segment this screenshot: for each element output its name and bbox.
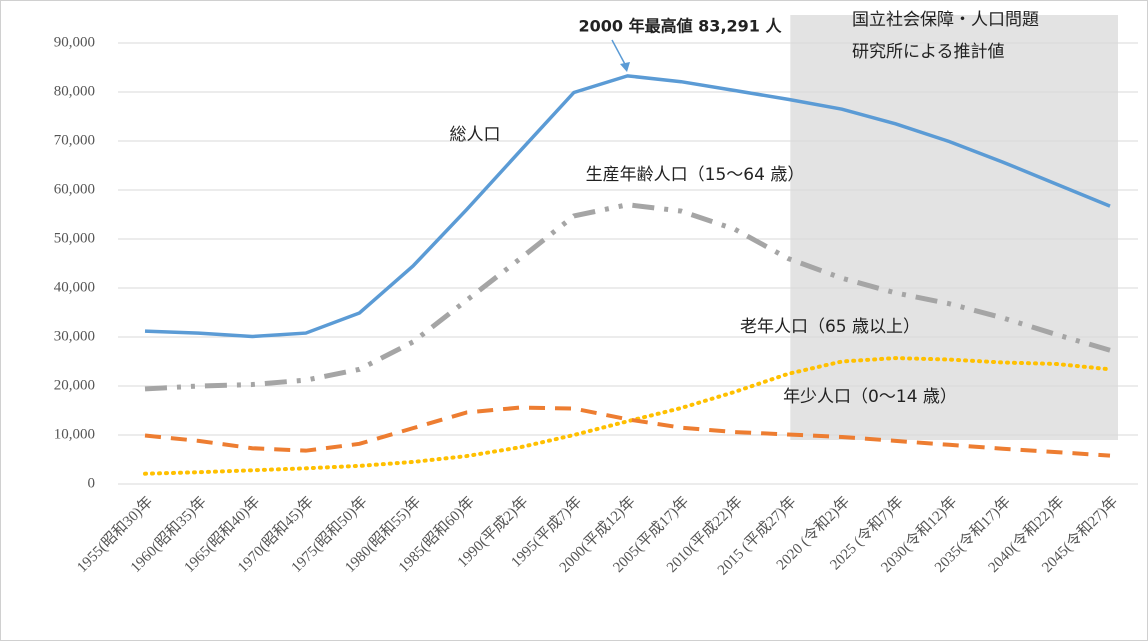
series-line	[144, 405, 1111, 458]
y-tick-label: 10,000	[54, 426, 95, 442]
series-line	[144, 202, 1111, 392]
series-label: 年少人口（0〜14 歳）	[783, 387, 957, 407]
y-tick-label: 60,000	[54, 181, 95, 197]
series-label: 生産年齢人口（15〜64 歳）	[586, 165, 805, 185]
series-line	[144, 74, 1111, 339]
peak-arrowhead	[620, 62, 630, 72]
y-tick-label: 20,000	[54, 377, 95, 393]
series-label: 老年人口（65 歳以上）	[740, 317, 920, 337]
series-line	[143, 356, 1112, 476]
y-tick-label: 90,000	[54, 34, 95, 50]
y-tick-label: 0	[88, 475, 96, 491]
projection-area	[790, 15, 1118, 440]
y-tick-label: 80,000	[54, 83, 95, 99]
peak-annotation: 2000 年最高値 83,291 人	[579, 17, 783, 36]
source-note: 国立社会保障・人口問題	[852, 10, 1039, 30]
y-tick-label: 70,000	[54, 132, 95, 148]
series-label: 総人口	[450, 125, 501, 145]
y-tick-label: 50,000	[54, 230, 95, 246]
y-tick-label: 30,000	[54, 328, 95, 344]
y-tick-label: 40,000	[54, 279, 95, 295]
source-note: 研究所による推計値	[852, 42, 1005, 62]
